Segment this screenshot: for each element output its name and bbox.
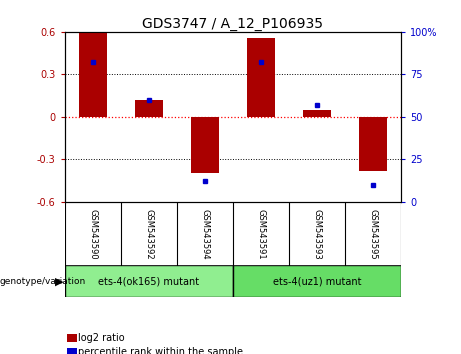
Bar: [303, 110, 331, 117]
Text: GSM543593: GSM543593: [313, 210, 321, 260]
Text: genotype/variation: genotype/variation: [0, 277, 86, 286]
Bar: [78, 33, 106, 117]
Text: ▶: ▶: [55, 276, 64, 286]
Bar: [135, 100, 163, 117]
Text: GSM543590: GSM543590: [88, 210, 97, 260]
Bar: [359, 117, 387, 171]
Bar: [233, 266, 401, 297]
Text: log2 ratio: log2 ratio: [78, 333, 125, 343]
Text: GSM543592: GSM543592: [144, 210, 153, 260]
Text: GSM543595: GSM543595: [368, 210, 378, 260]
Bar: [247, 38, 275, 117]
Text: ets-4(ok165) mutant: ets-4(ok165) mutant: [98, 276, 199, 286]
Bar: [65, 266, 233, 297]
Text: GSM543591: GSM543591: [256, 210, 266, 260]
Title: GDS3747 / A_12_P106935: GDS3747 / A_12_P106935: [142, 17, 323, 31]
Text: GSM543594: GSM543594: [200, 210, 209, 260]
Text: percentile rank within the sample: percentile rank within the sample: [78, 347, 243, 354]
Bar: [191, 117, 219, 173]
Text: ets-4(uz1) mutant: ets-4(uz1) mutant: [273, 276, 361, 286]
